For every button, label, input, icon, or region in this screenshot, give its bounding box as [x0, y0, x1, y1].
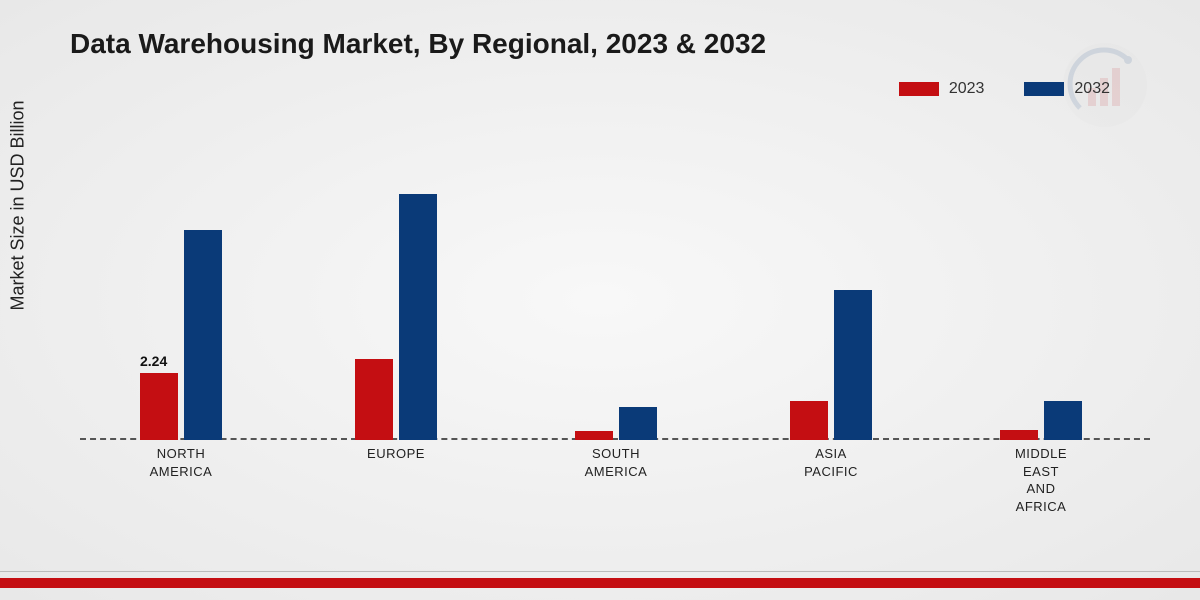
bar-series2 — [1044, 401, 1082, 440]
bar-series2 — [619, 407, 657, 440]
legend: 2023 2032 — [899, 80, 1110, 98]
legend-swatch-2023 — [899, 82, 939, 96]
bar-series1 — [1000, 430, 1038, 441]
legend-label-2032: 2032 — [1074, 80, 1110, 98]
plot-area: 2.24 — [80, 140, 1150, 440]
y-axis-label: Market Size in USD Billion — [8, 100, 29, 310]
footer-divider — [0, 571, 1200, 572]
bar-series1 — [790, 401, 828, 440]
x-tick-label: SOUTHAMERICA — [546, 445, 686, 480]
chart-title: Data Warehousing Market, By Regional, 20… — [70, 28, 766, 60]
baseline — [80, 438, 1150, 440]
legend-item-2032: 2032 — [1024, 80, 1110, 98]
x-tick-label: NORTHAMERICA — [111, 445, 251, 480]
bar-value-label: 2.24 — [140, 353, 167, 369]
bar-series2 — [399, 194, 437, 440]
bar-series1 — [355, 359, 393, 440]
bar-series1 — [140, 373, 178, 440]
x-tick-label: ASIAPACIFIC — [761, 445, 901, 480]
x-tick-label: EUROPE — [326, 445, 466, 463]
bar-series1 — [575, 431, 613, 440]
bar-series2 — [834, 290, 872, 440]
bar-series2 — [184, 230, 222, 440]
legend-swatch-2032 — [1024, 82, 1064, 96]
x-tick-label: MIDDLEEASTANDAFRICA — [971, 445, 1111, 515]
legend-item-2023: 2023 — [899, 80, 985, 98]
legend-label-2023: 2023 — [949, 80, 985, 98]
footer-accent-bar — [0, 578, 1200, 588]
